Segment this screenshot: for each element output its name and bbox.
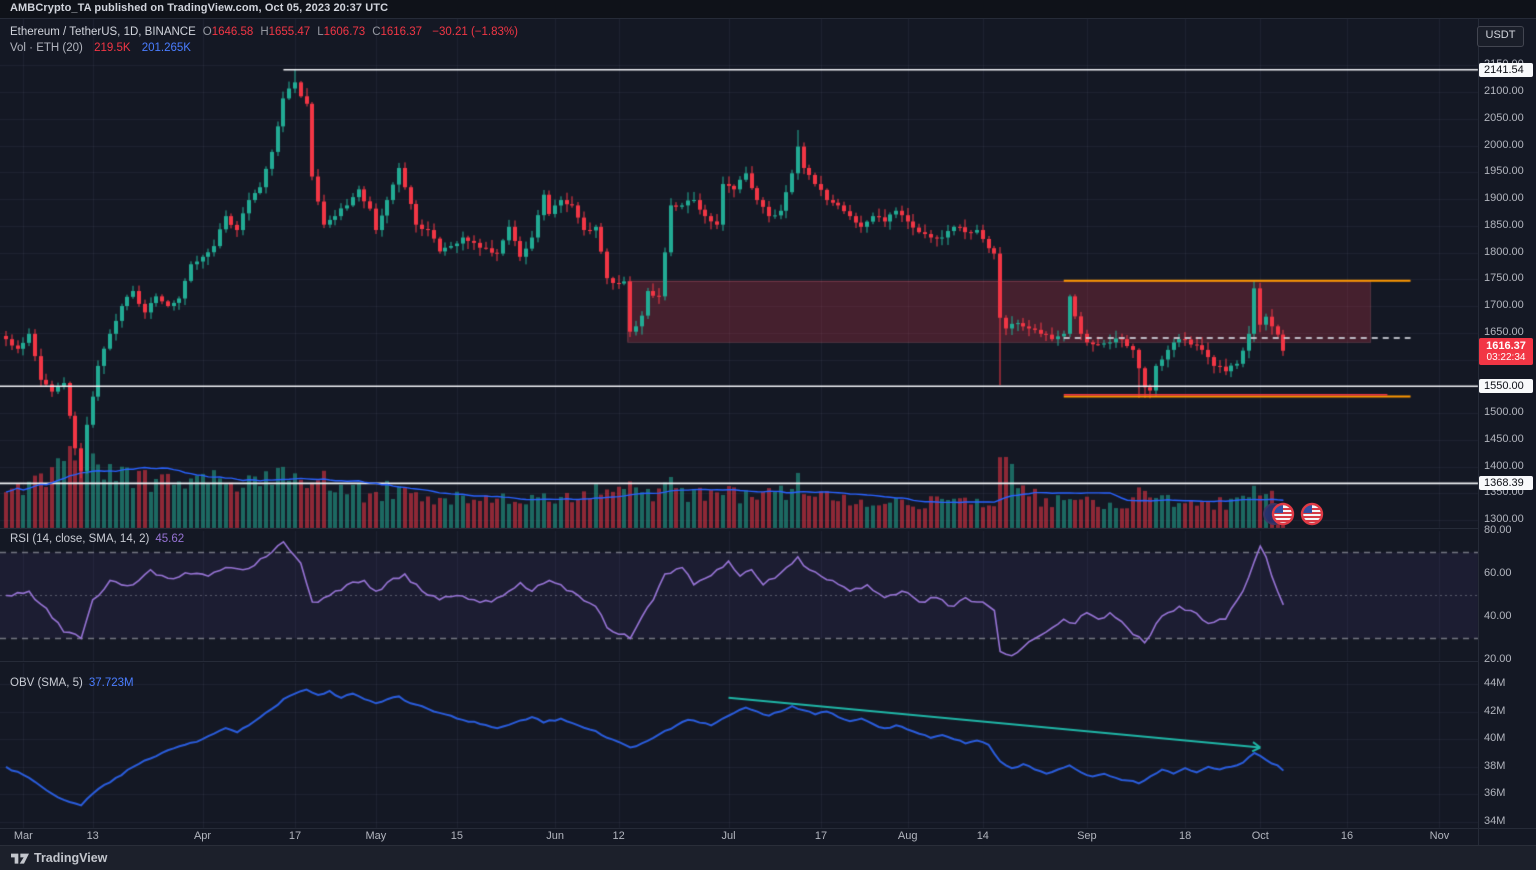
time-tick-label: 16 (1340, 830, 1354, 842)
last-price-label: 1616.37 03:22:34 (1479, 338, 1533, 365)
obv-panel-legend: OBV (SMA, 5) 37.723M (10, 677, 134, 689)
volume-value: 219.5K (94, 42, 131, 54)
volume-ma-value: 201.265K (141, 42, 191, 54)
ohlc-value: 1616.37 (380, 26, 423, 38)
obv-value: 37.723M (88, 677, 134, 689)
time-tick-label: 13 (86, 830, 99, 842)
volume-legend: Vol · ETH (20) 219.5K 201.265K (10, 42, 191, 54)
rsi-tick-label: 60.00 (1484, 567, 1512, 579)
pane-separator[interactable] (0, 661, 1478, 662)
us-flag-sticker-icon[interactable] (1271, 502, 1295, 526)
ohlc-value: 1646.58 (211, 26, 254, 38)
time-tick-label: Sep (1077, 830, 1097, 842)
pane-separator[interactable] (0, 528, 1478, 529)
price-tick-label: 1750.00 (1484, 272, 1524, 285)
price-tick-label: 1900.00 (1484, 192, 1524, 204)
time-tick-label: May (365, 830, 387, 842)
brand-bar: TradingView (0, 845, 1536, 870)
time-tick-label: Aug (897, 830, 918, 842)
bar-countdown: 03:22:34 (1486, 352, 1526, 363)
ohlc-value: 1606.73 (323, 26, 366, 38)
price-tick-label: 1950.00 (1484, 165, 1524, 178)
obv-tick-label: 44M (1484, 677, 1506, 689)
currency-toggle-button[interactable]: USDT (1477, 26, 1524, 47)
time-tick-label: 18 (1178, 830, 1192, 842)
symbol-legend: Ethereum / TetherUS, 1D, BINANCE O1646.58… (10, 26, 518, 38)
obv-tick-label: 34M (1484, 815, 1506, 827)
price-tick-label: 1650.00 (1484, 325, 1524, 338)
time-tick-label: 15 (450, 830, 463, 842)
us-flag-sticker-icon[interactable] (1300, 502, 1324, 526)
rsi-title-text: RSI (14, close, SMA, 14, 2) (10, 533, 150, 545)
time-tick-label: 17 (814, 830, 828, 842)
rsi-panel-legend: RSI (14, close, SMA, 14, 2) 45.62 (10, 533, 184, 545)
time-tick-label: Nov (1429, 830, 1450, 842)
ohlc-key: L (317, 26, 324, 38)
high-line-price-label: 2141.54 (1479, 63, 1533, 77)
price-tick-label: 2100.00 (1484, 85, 1524, 97)
symbol-title: Ethereum / TetherUS, 1D, BINANCE (10, 26, 196, 38)
time-axis-separator (0, 828, 1536, 829)
tradingview-logo-icon (11, 853, 29, 864)
price-tick-label: 2050.00 (1484, 111, 1524, 124)
rsi-tick-label: 20.00 (1484, 653, 1512, 665)
obv-title-text: OBV (SMA, 5) (10, 677, 83, 689)
last-price-value: 1616.37 (1486, 340, 1526, 352)
obv-tick-label: 42M (1484, 704, 1506, 717)
rsi-tick-label: 40.00 (1484, 610, 1512, 622)
time-tick-label: Jun (546, 830, 564, 842)
price-tick-label: 1500.00 (1484, 406, 1524, 418)
price-tick-label: 1450.00 (1484, 432, 1524, 445)
obv-tick-label: 38M (1484, 759, 1506, 772)
attribution-text: AMBCrypto_TA published on TradingView.co… (10, 2, 389, 14)
time-tick-label: 14 (976, 830, 989, 842)
obv-tick-label: 36M (1484, 787, 1506, 800)
time-tick-label: 12 (612, 830, 625, 842)
ohlc-key: C (372, 26, 381, 38)
time-tick-label: Mar (13, 830, 33, 842)
change-value: −30.21 (−1.83%) (432, 26, 518, 38)
attribution-bar: AMBCrypto_TA published on TradingView.co… (0, 0, 1536, 19)
price-tick-label: 1800.00 (1484, 245, 1524, 258)
time-tick-label: Jul (721, 830, 736, 842)
volume-label: Vol · ETH (20) (10, 42, 83, 54)
rsi-tick-label: 80.00 (1484, 524, 1512, 536)
ohlc-key: O (202, 26, 212, 38)
price-tick-label: 1850.00 (1484, 218, 1524, 231)
price-tick-label: 1700.00 (1484, 299, 1524, 311)
support-line-price-label: 1550.00 (1479, 379, 1533, 393)
time-tick-label: Apr (193, 830, 212, 842)
price-tick-label: 2000.00 (1484, 138, 1524, 151)
rsi-value: 45.62 (155, 533, 185, 545)
obv-tick-label: 40M (1484, 732, 1506, 745)
ohlc-key: H (260, 26, 269, 38)
ohlc-values: O1646.58 H1655.47 L1606.73 C1616.37 (196, 26, 422, 38)
price-tick-label: 1300.00 (1484, 513, 1524, 525)
price-tick-label: 1400.00 (1484, 459, 1524, 472)
price-axis-separator (1478, 18, 1479, 845)
time-tick-label: 17 (288, 830, 302, 842)
ohlc-value: 1655.47 (268, 26, 311, 38)
lower-line-price-label: 1368.39 (1479, 476, 1533, 490)
time-tick-label: Oct (1251, 830, 1269, 842)
tradingview-brand-link[interactable]: TradingView (34, 851, 108, 865)
